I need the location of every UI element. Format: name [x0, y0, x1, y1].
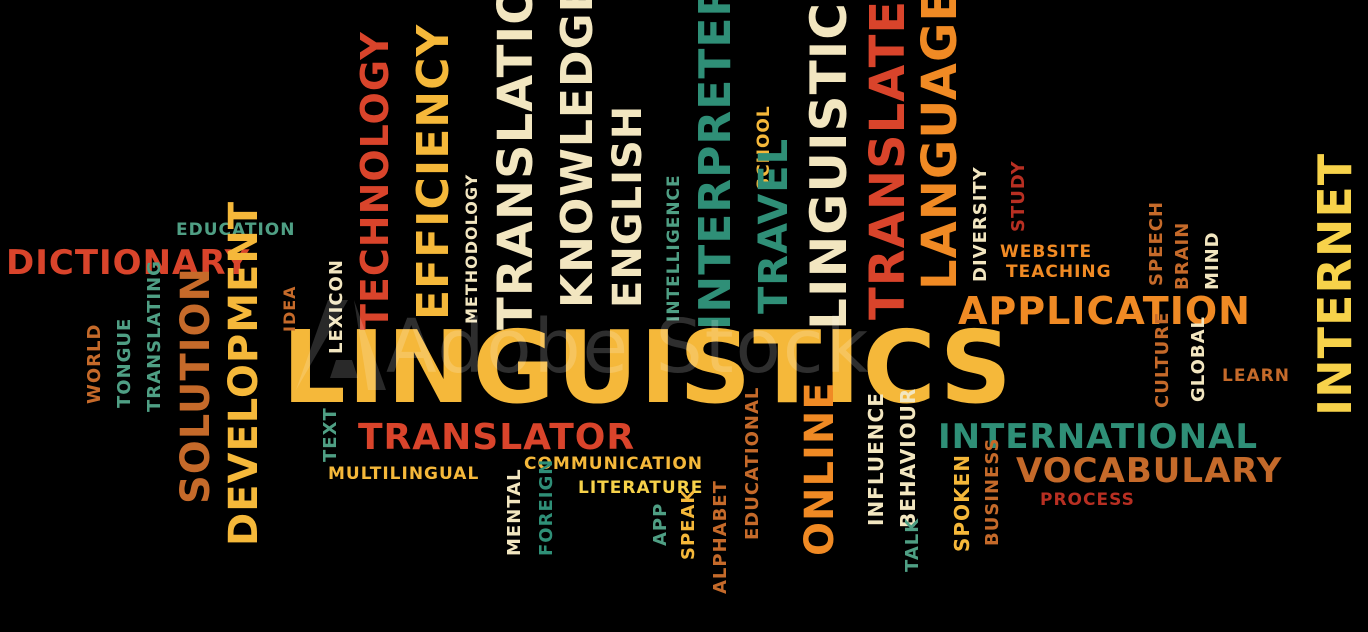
word-speech: SPEECH [1146, 200, 1167, 286]
word-spoken: SPOKEN [950, 454, 974, 552]
word-translating: TRANSLATING [144, 260, 165, 412]
word-educational: EDUCATIONAL [742, 386, 763, 540]
word-methodology: METHODOLOGY [462, 173, 481, 324]
word-mental: MENTAL [504, 468, 525, 556]
word-study: STUDY [1008, 160, 1029, 232]
word-linguistics: LINGUISTICS [282, 309, 1014, 426]
word-application: APPLICATION [958, 289, 1251, 333]
word-translate: TRANSLATE [860, 0, 916, 320]
word-solution: SOLUTION [173, 266, 219, 504]
word-brain: BRAIN [1172, 221, 1193, 290]
word-international: INTERNATIONAL [938, 417, 1259, 457]
word-travel: TRAVEL [751, 137, 797, 314]
word-speak: SPEAK [678, 488, 699, 560]
word-behaviour: BEHAVIOUR [896, 387, 920, 528]
word-literature: LITERATURE [578, 478, 704, 498]
word-global: GLOBAL [1188, 315, 1209, 402]
word-foreign: FOREIGN [536, 458, 557, 556]
word-website: WEBSITE [1000, 242, 1093, 262]
word-language: LANGUAGE [912, 0, 968, 290]
word-dictionary: DICTIONARY [6, 243, 251, 283]
word-communication: COMMUNICATION [524, 454, 704, 474]
word-mind: MIND [1202, 231, 1223, 290]
word-alphabet: ALPHABET [710, 480, 731, 594]
word-efficiency: EFFICIENCY [408, 23, 459, 320]
word-influence: INFLUENCE [864, 392, 888, 526]
word-technology: TECHNOLOGY [353, 31, 397, 330]
word-text: TEXT [320, 407, 341, 462]
word-knowledge: KNOWLEDGE [552, 0, 603, 308]
word-education: EDUCATION [176, 220, 296, 240]
word-online: ONLINE [797, 381, 843, 556]
word-process: PROCESS [1040, 490, 1135, 510]
word-development: DEVELOPMENT [221, 200, 267, 546]
word-learn: LEARN [1222, 366, 1290, 386]
word-linguistic: LINGUISTIC [800, 2, 858, 330]
word-english: ENGLISH [605, 104, 651, 308]
word-translator: TRANSLATOR [358, 417, 636, 458]
word-multilingual: MULTILINGUAL [328, 464, 480, 484]
word-idea: IDEA [280, 285, 299, 332]
word-teaching: TEACHING [1006, 262, 1112, 282]
word-culture: CULTURE [1152, 311, 1173, 408]
word-lexicon: LEXICON [326, 259, 347, 354]
word-tongue: TONGUE [114, 317, 135, 408]
word-business: BUSINESS [982, 437, 1003, 546]
word-talk: TALK [902, 517, 923, 572]
word-app: APP [650, 502, 671, 546]
word-internet: INTERNET [1308, 152, 1362, 416]
word-diversity: DIVERSITY [970, 166, 991, 282]
word-intelligence: INTELLIGENCE [664, 174, 684, 322]
word-world: WORLD [84, 323, 105, 404]
word-interpreter: INTERPRETER [690, 0, 741, 330]
word-vocabulary: VOCABULARY [1016, 451, 1283, 491]
word-translation: TRANSLATION [488, 0, 544, 330]
